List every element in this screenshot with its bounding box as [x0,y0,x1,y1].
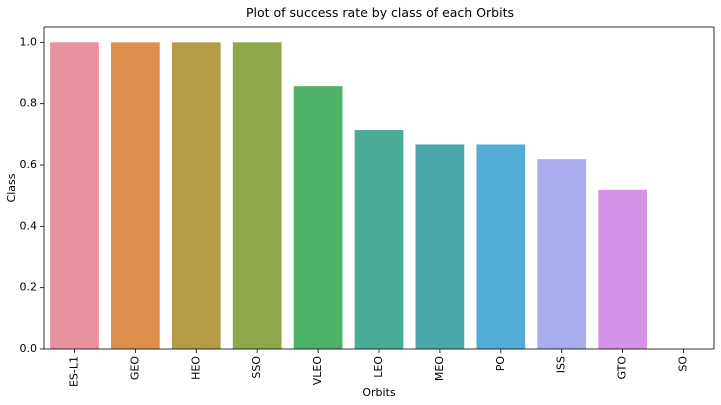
x-axis: ES-L1 GEO HEO SSO VLEO LEO MEO PO ISS GTO SO [67,349,690,387]
bar-es-l1 [50,42,99,349]
bar-gto [598,189,647,349]
chart-title: Plot of success rate by class of each Or… [246,5,514,20]
bar-vleo [293,86,343,349]
x-tick-label: GEO [128,356,141,380]
y-axis: 0.0 0.2 0.4 0.6 0.8 1.0 [20,35,44,355]
bar-heo [171,42,221,349]
x-tick-label: LEO [372,356,385,378]
x-tick-label: HEO [189,356,202,380]
y-tick-label: 0.2 [20,281,38,294]
x-tick-label: MEO [433,356,446,381]
y-tick-label: 1.0 [20,35,38,48]
y-tick-label: 0.8 [20,97,38,110]
bar-meo [415,144,465,349]
bar-iss [537,159,587,349]
bars-group [50,42,647,349]
x-tick-label: VLEO [311,356,324,386]
y-axis-label: Class [5,173,18,202]
bar-geo [111,42,160,349]
y-tick-label: 0.6 [20,158,38,171]
x-tick-label: SO [677,356,690,372]
x-tick-label: ISS [555,356,568,373]
x-tick-label: SSO [250,356,263,379]
x-tick-label: GTO [616,356,629,380]
x-tick-label: PO [494,356,507,372]
x-tick-label: ES-L1 [67,356,80,387]
bar-sso [232,42,282,349]
bar-po [476,144,526,349]
bar-leo [354,130,404,349]
x-axis-label: Orbits [362,386,396,399]
y-tick-label: 0.4 [20,219,38,232]
plot-frame [43,26,715,350]
y-tick-label: 0.0 [20,342,38,355]
